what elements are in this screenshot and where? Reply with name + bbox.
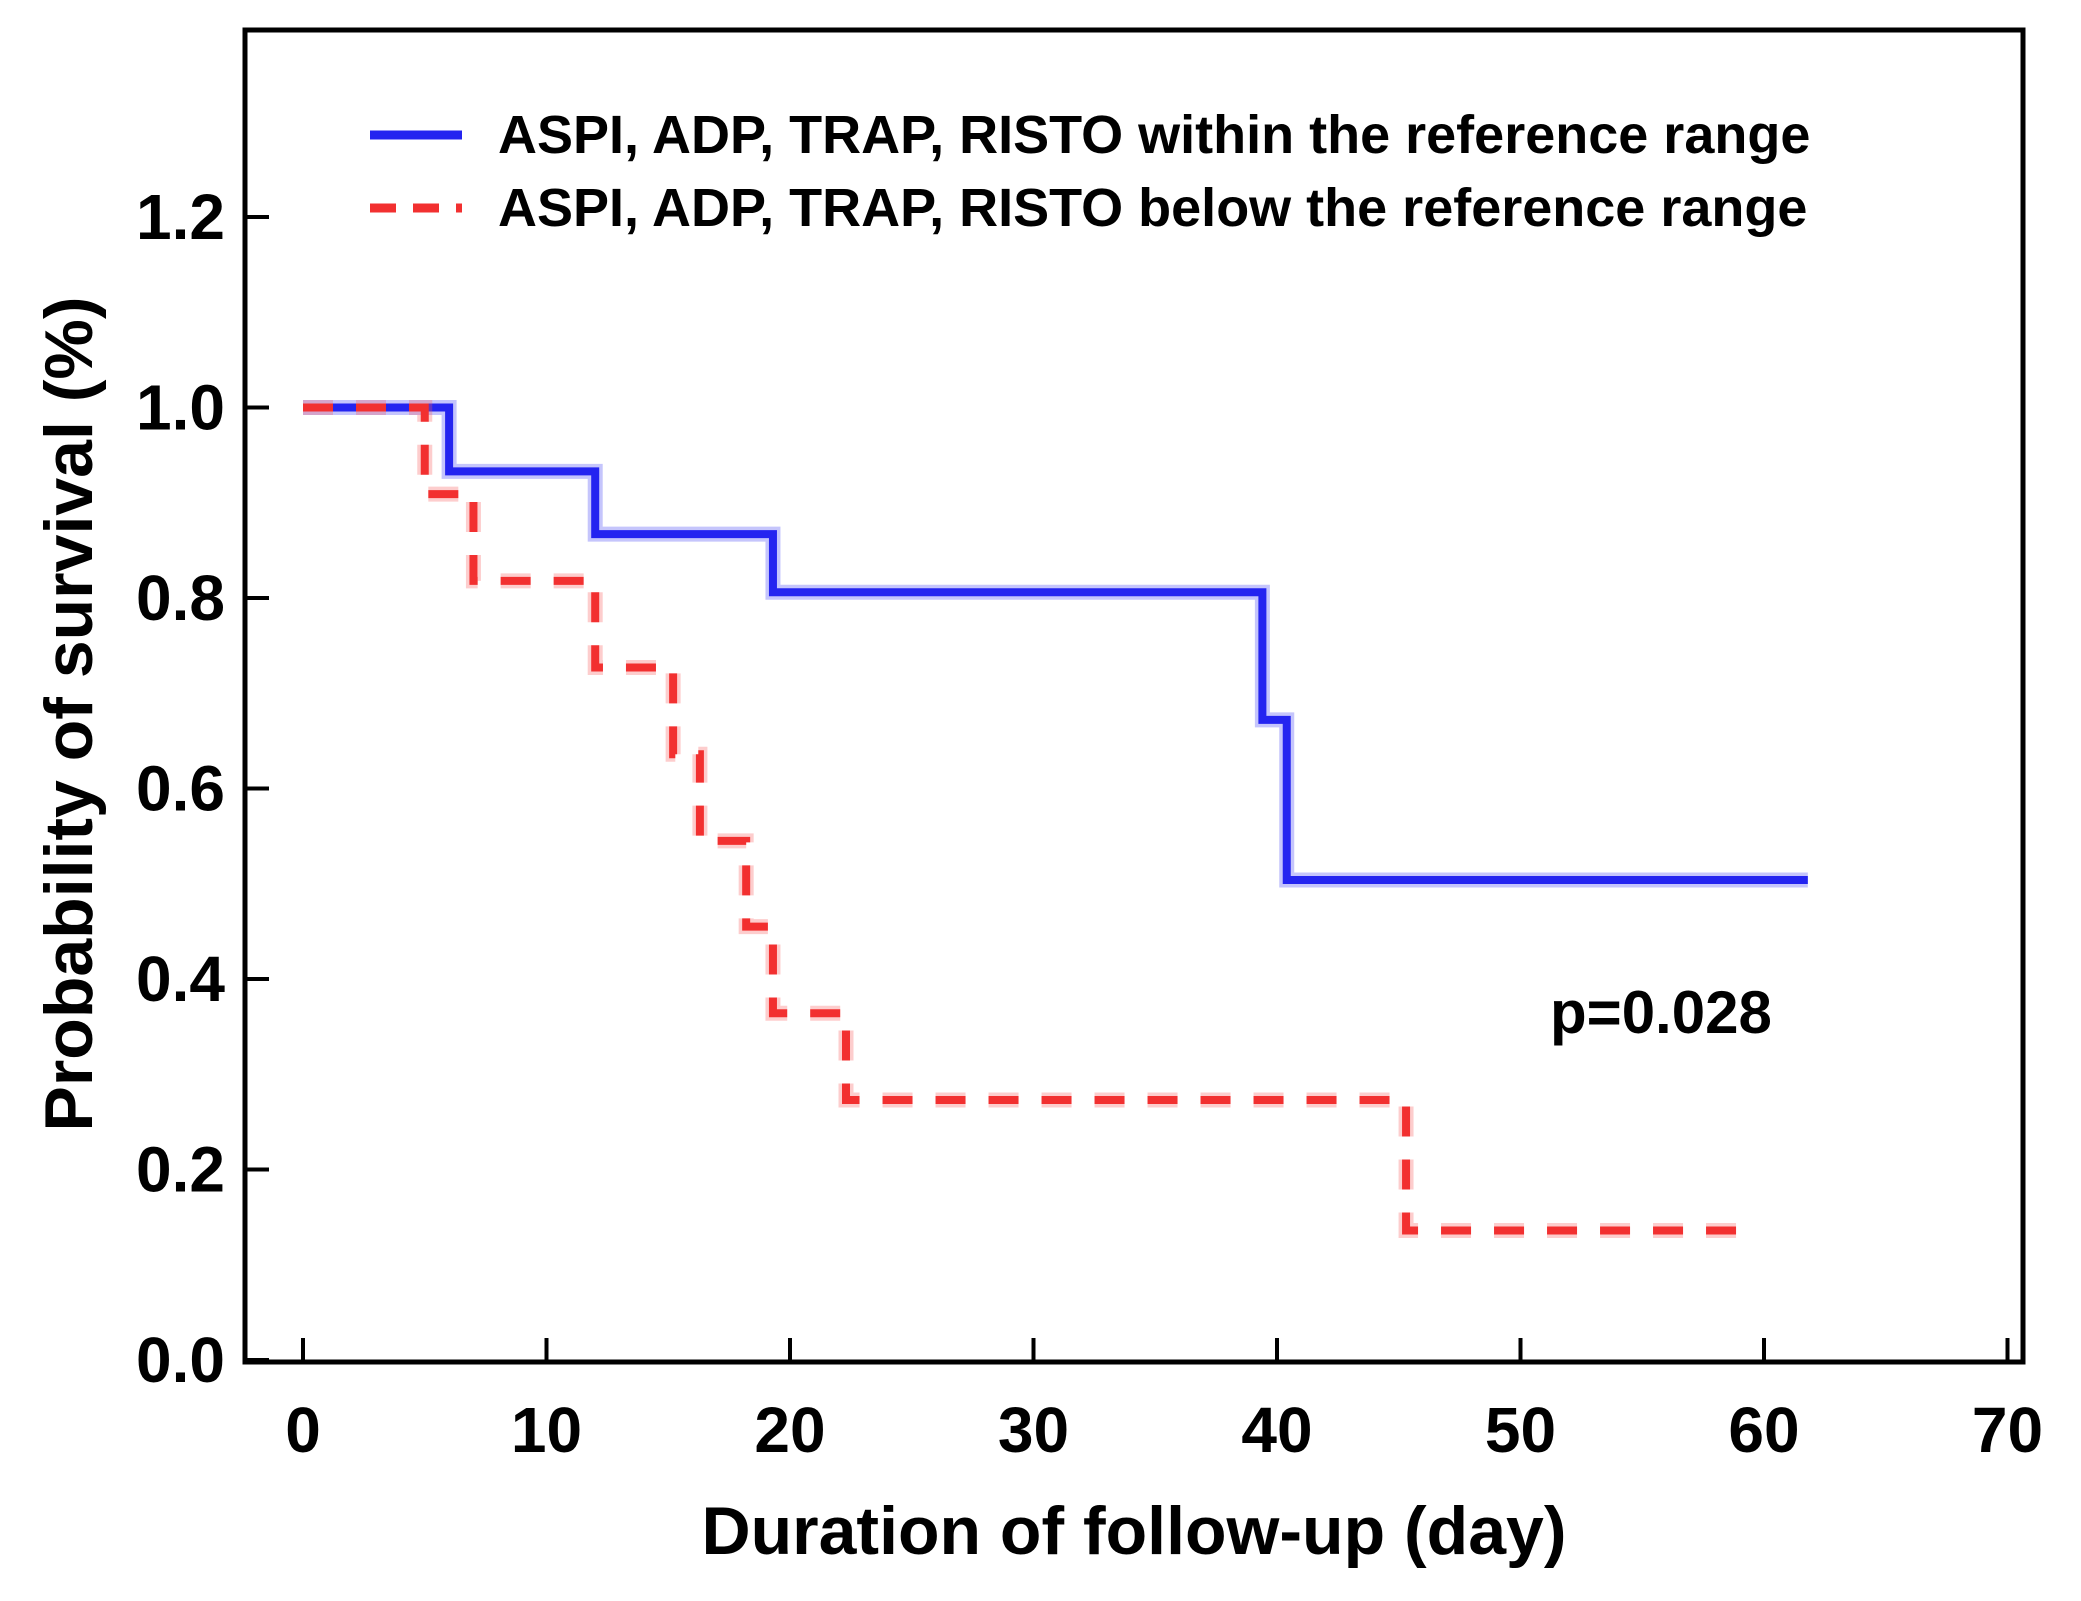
legend-label-below-range: ASPI, ADP, TRAP, RISTO below the referen…: [498, 178, 1808, 238]
y-tick-label: 0.6: [136, 753, 225, 825]
x-tick-label: 60: [1728, 1394, 1799, 1466]
y-tick-label: 0.0: [136, 1324, 225, 1396]
series-line-within-range: [303, 403, 1808, 884]
y-tick-label: 0.8: [136, 562, 225, 634]
legend-item-below-range: ASPI, ADP, TRAP, RISTO below the referen…: [368, 177, 1807, 239]
x-tick-label: 50: [1485, 1394, 1556, 1466]
y-tick-label: 0.2: [136, 1134, 225, 1206]
x-tick-label: 70: [1972, 1394, 2043, 1466]
legend-label-within-range: ASPI, ADP, TRAP, RISTO within the refere…: [498, 105, 1811, 165]
y-axis-title: Probability of survival (%): [31, 296, 107, 1132]
x-tick-label: 10: [511, 1394, 582, 1466]
y-tick-label: 1.2: [136, 181, 225, 253]
x-tick-label: 0: [285, 1394, 321, 1466]
legend-line-dashed-icon: [370, 203, 462, 213]
y-tick-label: 0.4: [136, 943, 225, 1015]
legend-item-within-range: ASPI, ADP, TRAP, RISTO within the refere…: [368, 104, 1810, 166]
plot-frame: [242, 27, 2026, 1365]
p-value-annotation: p=0.028: [1550, 979, 1772, 1046]
legend-line-solid-icon: [370, 130, 462, 140]
series-line-below-range-halo: [303, 400, 1757, 1238]
y-tick-label: 1.0: [136, 372, 225, 444]
x-axis-title: Duration of follow-up (day): [701, 1493, 1567, 1569]
x-tick-label: 30: [998, 1394, 1069, 1466]
series-line-within-range-halo: [303, 400, 1808, 888]
x-tick-label: 20: [754, 1394, 825, 1466]
x-tick-label: 40: [1241, 1394, 1312, 1466]
series-line-below-range: [303, 403, 1757, 1235]
